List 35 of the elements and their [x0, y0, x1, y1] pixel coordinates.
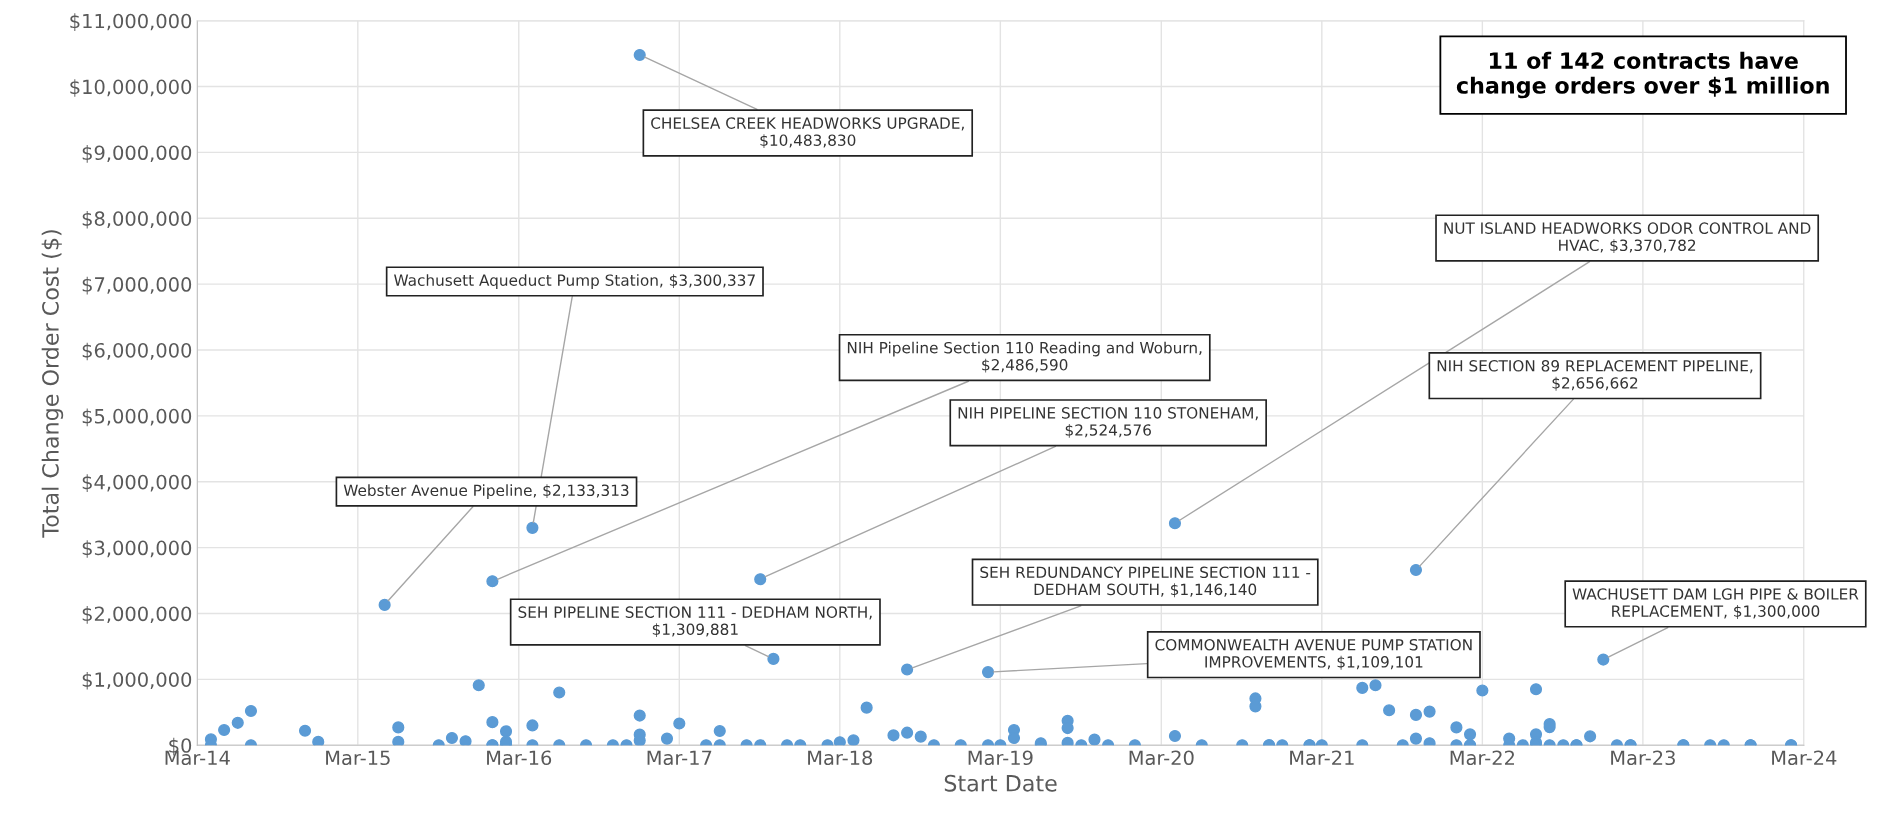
- annotation: SEH REDUNDANCY PIPELINE SECTION 111 - DEDHAM SOUTH, $1,146,140: [980, 566, 1311, 598]
- y-tick-label: $10,000,000: [70, 79, 192, 97]
- y-tick-label: $8,000,000: [82, 210, 192, 229]
- annotation: NIH PIPELINE SECTION 110 STONEHAM, $2,524,576: [958, 407, 1258, 438]
- annotation: SEH PIPELINE SECTION 111 - DEDHAM NORTH, $1,309,881: [518, 606, 872, 638]
- y-tick-label: $3,000,000: [82, 540, 192, 558]
- x-tick-label: Mar-19: [968, 750, 1033, 766]
- x-tick-label: Mar-16: [487, 750, 552, 766]
- x-tick-label: Mar-15: [326, 750, 390, 766]
- x-tick-label: Mar-22: [1450, 750, 1515, 766]
- y-tick-label: $9,000,000: [82, 145, 192, 163]
- x-tick-label: Mar-21: [1290, 750, 1354, 766]
- annotation: CHELSEA CREEK HEADWORKS UPGRADE, $10,483,830: [651, 117, 964, 149]
- y-axis-title: Total Change Order Cost ($): [41, 230, 64, 538]
- x-tick-label: Mar-18: [808, 750, 873, 766]
- x-tick-label: Mar-20: [1129, 750, 1194, 766]
- y-tick-label: $11,000,000: [70, 13, 192, 31]
- y-tick-label: $7,000,000: [82, 276, 192, 295]
- x-tick-label: Mar-17: [647, 750, 712, 766]
- x-tick-label: Mar-23: [1611, 750, 1675, 766]
- y-tick-label: $4,000,000: [82, 474, 192, 492]
- annotation: Wachusett Aqueduct Pump Station, $3,300,337: [394, 274, 755, 289]
- annotation: NUT ISLAND HEADWORKS ODOR CONTROL AND HVAC, $3,370,782: [1444, 222, 1811, 254]
- annotation: NIH SECTION 89 REPLACEMENT PIPELINE, $2,656,662: [1437, 360, 1753, 391]
- annotation: WACHUSETT DAM LGH PIPE & BOILER REPLACEMENT, $1,300,000: [1572, 588, 1859, 619]
- annotation: NIH Pipeline Section 110 Reading and Woburn, $2,486,590: [847, 341, 1202, 373]
- x-tick-label: Mar-24: [1772, 750, 1837, 766]
- y-tick-label: $6,000,000: [82, 342, 192, 361]
- y-tick-label: $1,000,000: [82, 671, 192, 690]
- annotation: Webster Avenue Pipeline, $2,133,313: [343, 484, 629, 500]
- annotation: COMMONWEALTH AVENUE PUMP STATION IMPROVEMENTS, $1,109,101: [1155, 638, 1472, 670]
- y-tick-label: $2,000,000: [82, 606, 192, 624]
- y-tick-label: $5,000,000: [82, 408, 192, 427]
- annotation: 11 of 142 contracts have change orders over $1 million: [1456, 51, 1829, 99]
- x-axis-title: Start Date: [944, 774, 1057, 792]
